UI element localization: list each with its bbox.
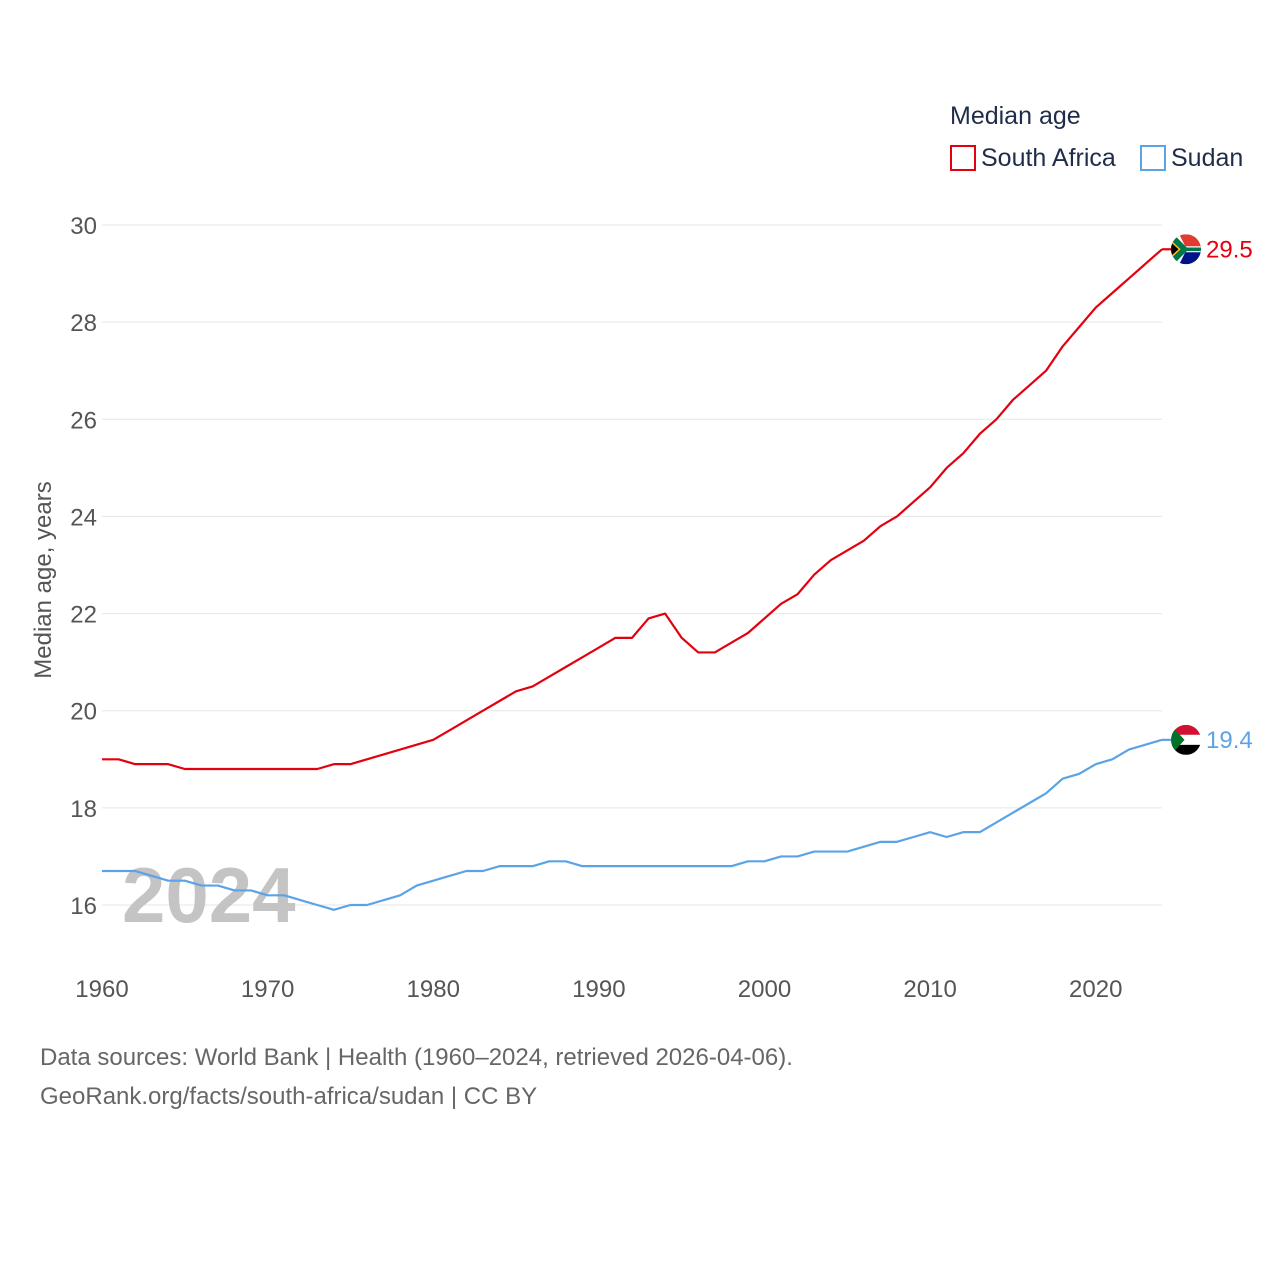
end-label-sudan: 19.4	[1206, 727, 1253, 754]
y-tick-label: 20	[70, 699, 97, 726]
x-tick-label: 1990	[572, 976, 625, 1003]
x-tick-label: 1970	[241, 976, 294, 1003]
end-label-south-africa: 29.5	[1206, 236, 1253, 263]
x-tick-label: 2000	[738, 976, 791, 1003]
y-tick-label: 30	[70, 213, 97, 240]
x-tick-label: 2020	[1069, 976, 1122, 1003]
y-tick-label: 16	[70, 893, 97, 920]
y-tick-label: 24	[70, 504, 97, 531]
series-layer: 29.5 19.4	[102, 234, 1253, 911]
legend-item-sudan[interactable]: Sudan	[1140, 144, 1243, 172]
y-tick-label: 26	[70, 407, 97, 434]
x-axis: 1960 1970 1980 1990 2000 2010 2020	[75, 976, 1122, 1003]
footer-sources: Data sources: World Bank | Health (1960–…	[40, 1044, 793, 1071]
series-line-south-africa[interactable]	[102, 248, 1163, 771]
y-tick-label: 18	[70, 796, 97, 823]
y-axis: 16 18 20 22 24 26 28 30	[70, 213, 97, 920]
series-south-africa: 29.5	[102, 234, 1253, 771]
flag-sudan-icon	[1171, 724, 1201, 755]
x-tick-label: 1980	[407, 976, 460, 1003]
series-sudan: 19.4	[102, 724, 1253, 911]
series-line-sudan[interactable]	[102, 738, 1163, 911]
legend: Median age South Africa Sudan	[950, 102, 1243, 172]
flag-south-africa-icon	[1171, 234, 1201, 265]
legend-label-sudan: Sudan	[1171, 144, 1243, 172]
legend-swatch-south-africa	[950, 145, 976, 171]
y-axis-title: Median age, years	[30, 481, 57, 678]
x-tick-label: 2010	[903, 976, 956, 1003]
legend-title: Median age	[950, 102, 1081, 130]
legend-label-south-africa: South Africa	[981, 144, 1116, 172]
y-tick-label: 28	[70, 310, 97, 337]
x-tick-label: 1960	[75, 976, 128, 1003]
legend-swatch-sudan	[1140, 145, 1166, 171]
chart: 16 18 20 22 24 26 28 30 1960 1970 1980 1990 2000 201…	[30, 102, 1253, 1003]
gridlines	[102, 224, 1162, 906]
y-tick-label: 22	[70, 602, 97, 629]
footer-attribution: GeoRank.org/facts/south-africa/sudan | C…	[40, 1083, 538, 1110]
legend-item-south-africa[interactable]: South Africa	[950, 144, 1116, 172]
